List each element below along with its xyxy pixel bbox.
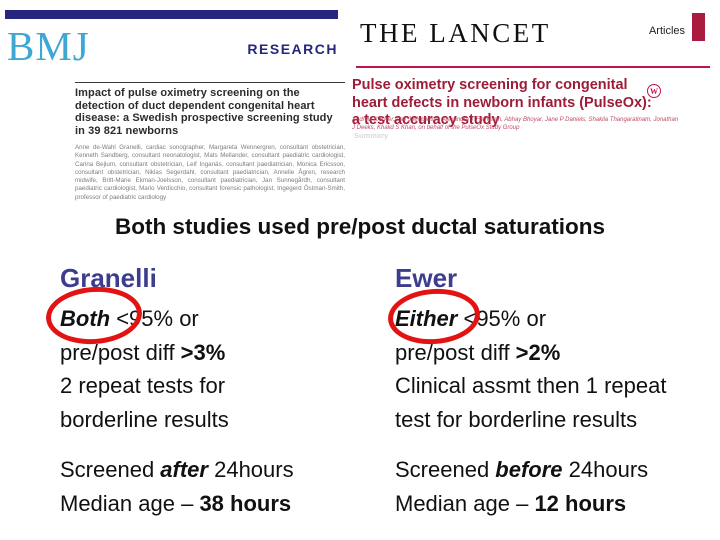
lancet-articles-label: Articles [648,25,685,37]
ewer-median-value: 12 hours [534,490,627,516]
ewer-screened-line: Screened before 24hours [395,453,720,487]
bmj-paper-title: Impact of pulse oximetry screening on th… [75,87,333,137]
crossmark-icon: W [647,84,661,98]
granelli-screened-text: Screened [60,457,161,482]
ewer-repeat-line2: test for borderline results [395,406,638,432]
bmj-masthead-bar [5,10,338,19]
lancet-articles-block [692,13,705,41]
bmj-title-rule [75,82,345,83]
lancet-paper-title: Pulse oximetry screening for congenital … [352,77,652,128]
ewer-criteria-emph: Either [395,306,458,331]
granelli-criteria-line1: Both <95% or [60,302,392,336]
lancet-rule [356,66,710,68]
granelli-criteria-line2: pre/post diff >3% [60,336,392,370]
slide-title: Both studies used pre/post ductal satura… [114,214,606,239]
granelli-diff-text: pre/post diff [60,339,181,365]
ewer-median-text: Median age – [395,490,535,516]
ewer-column: Ewer Either <95% or pre/post diff >2% Cl… [395,263,720,520]
granelli-repeat-line1: 2 repeat tests for [60,373,226,398]
lancet-summary-label: Summary [354,131,389,140]
ewer-screened-emph: before [495,457,563,482]
granelli-timing-block: Screened after 24hours Median age – 38 h… [60,453,392,520]
ewer-repeat-line1: Clinical assmt then 1 repeat [395,373,667,398]
bmj-logo: BMJ [7,23,90,69]
granelli-median-text: Median age – [60,490,200,516]
granelli-median-line: Median age – 38 hours [60,487,392,521]
bmj-paper-authors: Anne de-Wahl Granelli, cardiac sonograph… [75,144,345,201]
ewer-screened-post: 24hours [562,457,649,482]
bmj-research-label: RESEARCH [247,41,338,57]
ewer-screened-text: Screened [395,457,496,482]
lancet-masthead: THE LANCET [360,18,551,48]
lancet-paper-authors: Andrew K Ewer, Lee J Middleton, Alexandr… [352,117,679,131]
granelli-screened-post: 24hours [207,457,294,482]
granelli-criteria-rest: <95% or [110,306,199,331]
granelli-repeat-line2: borderline results [60,406,229,432]
granelli-column: Granelli Both <95% or pre/post diff >3% … [60,263,392,520]
granelli-heading: Granelli [60,263,157,293]
ewer-median-line: Median age – 12 hours [395,487,720,521]
granelli-criteria-emph: Both [60,306,111,331]
ewer-diff-threshold: >2% [515,339,561,365]
ewer-diff-text: pre/post diff [395,339,516,365]
ewer-criteria-line1: Either <95% or [395,302,720,336]
granelli-diff-threshold: >3% [180,339,226,365]
bmj-paper-header: Impact of pulse oximetry screening on th… [75,82,345,202]
ewer-criteria-rest: <95% or [457,306,547,331]
ewer-heading: Ewer [395,263,458,293]
granelli-screened-emph: after [160,457,208,482]
ewer-criteria-line2: pre/post diff >2% [395,336,720,370]
granelli-screened-line: Screened after 24hours [60,453,392,487]
granelli-median-value: 38 hours [199,490,292,516]
ewer-timing-block: Screened before 24hours Median age – 12 … [395,453,720,520]
